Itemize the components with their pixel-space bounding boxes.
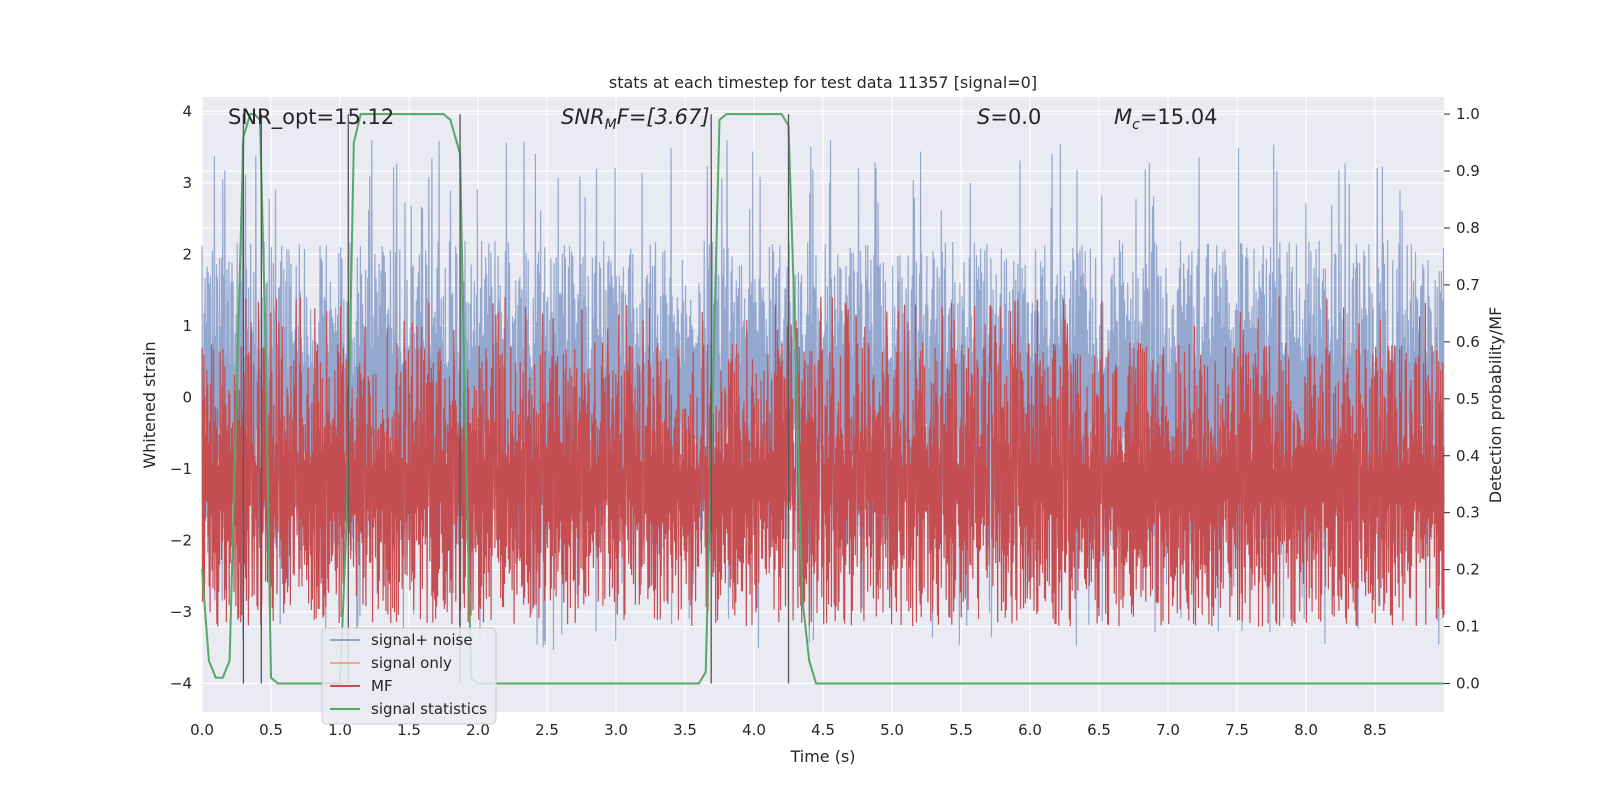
legend-label-signal-only: signal only [371, 654, 452, 672]
x-tick-labels: 0.0 0.5 1.0 1.5 2.0 2.5 3.0 3.5 4.0 4.5 5.0 5.5 6.0 6… [190, 721, 1387, 739]
x-tick-label: 7.5 [1225, 721, 1249, 739]
x-axis-label: Time (s) [789, 747, 855, 766]
x-tick-label: 1.5 [397, 721, 421, 739]
y-right-tick-label: 1.0 [1456, 105, 1480, 123]
x-tick-label: 1.0 [328, 721, 352, 739]
series-signal-statistics [201, 113, 1444, 685]
x-tick-label: 2.0 [466, 721, 490, 739]
x-tick-label: 7.0 [1156, 721, 1180, 739]
y-right-tick-labels: 1.0 0.9 0.8 0.7 0.6 0.5 0.4 0.3 0.2 0.1 0.0 [1444, 105, 1480, 693]
annotation-mc: Mc=15.04 [1114, 105, 1218, 133]
y-right-tick-label: 0.8 [1456, 219, 1480, 237]
legend-label-signal-statistics: signal statistics [371, 700, 487, 718]
y-right-tick-label: 0.1 [1456, 618, 1480, 636]
chart-title: stats at each timestep for test data 113… [609, 73, 1037, 92]
x-tick-label: 5.5 [949, 721, 973, 739]
y-left-tick-label: −3 [170, 603, 192, 621]
y-left-tick-label: 2 [182, 245, 192, 263]
y-right-tick-label: 0.4 [1456, 447, 1480, 465]
annotation-snr-mf-symbol: SNR [561, 105, 605, 129]
x-tick-label: 8.0 [1294, 721, 1318, 739]
x-tick-label: 3.0 [604, 721, 628, 739]
y-right-tick-label: 0.2 [1456, 561, 1480, 579]
x-tick-label: 2.5 [535, 721, 559, 739]
y-left-tick-label: 4 [182, 102, 192, 120]
x-tick-label: 0.0 [190, 721, 214, 739]
x-tick-label: 6.5 [1087, 721, 1111, 739]
annotation-s: S=0.0 [977, 105, 1041, 129]
annotation-mc-subscript: c [1132, 117, 1140, 133]
series-mf [201, 296, 1445, 627]
y-left-tick-labels: 4 3 2 1 0 −1 −2 −3 −4 [170, 102, 192, 692]
x-tick-label: 3.5 [673, 721, 697, 739]
legend-label-mf: MF [371, 677, 393, 695]
annotation-snr-mf-subscript: M [605, 117, 617, 133]
annotation-s-value: =0.0 [990, 105, 1041, 129]
annotation-snr-opt: SNR_opt=15.12 [228, 105, 394, 130]
y-right-tick-label: 0.6 [1456, 333, 1480, 351]
x-tick-label: 4.5 [811, 721, 835, 739]
y-right-tick-label: 0.3 [1456, 504, 1480, 522]
legend-label-signal-noise: signal+ noise [371, 631, 473, 649]
mf-line [201, 296, 1445, 627]
y-right-tick-label: 0.9 [1456, 162, 1480, 180]
vertical-markers [242, 114, 790, 684]
y-left-axis-label: Whitened strain [140, 341, 159, 468]
annotation-mc-value: =15.04 [1140, 105, 1218, 129]
annotation-snr-mf-value: F=[3.67] [617, 105, 710, 129]
y-left-tick-label: 3 [182, 174, 192, 192]
annotation-snr-mf: SNRMF=[3.67] [561, 105, 710, 133]
y-left-tick-label: −2 [170, 531, 192, 549]
x-tick-label: 8.5 [1363, 721, 1387, 739]
annotation-mc-symbol: M [1114, 105, 1132, 129]
x-tick-label: 6.0 [1018, 721, 1042, 739]
y-right-tick-label: 0.0 [1456, 675, 1480, 693]
annotation-s-symbol: S [977, 105, 990, 129]
y-left-tick-label: 0 [182, 388, 192, 406]
y-left-tick-label: −4 [170, 674, 192, 692]
y-left-tick-label: −1 [170, 460, 192, 478]
legend: signal+ noise signal only MF signal stat… [321, 627, 497, 725]
signal-statistics-line [201, 113, 1444, 685]
x-tick-label: 0.5 [259, 721, 283, 739]
y-right-axis-label: Detection probability/MF [1486, 307, 1505, 504]
x-tick-label: 5.0 [880, 721, 904, 739]
x-tick-label: 4.0 [742, 721, 766, 739]
legend-box [321, 627, 497, 725]
y-right-tick-label: 0.5 [1456, 390, 1480, 408]
y-left-tick-label: 1 [182, 317, 192, 335]
y-right-tick-label: 0.7 [1456, 276, 1480, 294]
